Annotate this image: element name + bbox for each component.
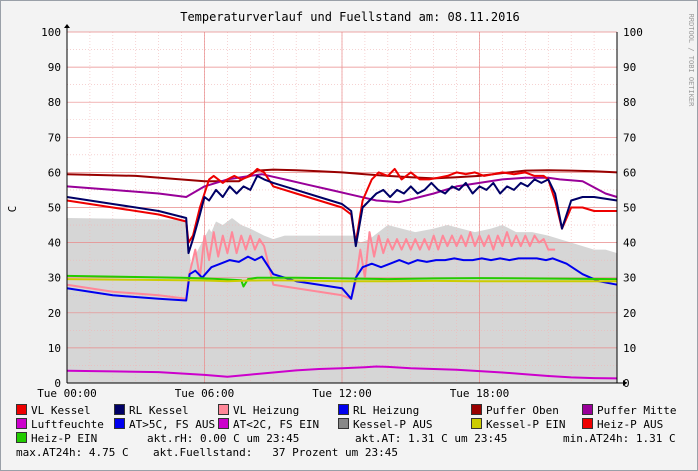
legend-item-puffer-mitte: Puffer Mitte <box>582 404 676 418</box>
x-tick-label: Tue 06:00 <box>175 387 235 400</box>
legend-label: Puffer Oben <box>486 404 559 417</box>
y-tick-label-left: 90 <box>48 61 61 74</box>
y-tick-label-right: 0 <box>623 377 630 390</box>
y-tick-label-left: 60 <box>48 166 61 179</box>
series-kessel-p-ein <box>66 278 617 283</box>
y-tick-label-right: 50 <box>623 202 636 215</box>
legend-swatch <box>338 418 349 429</box>
status-max-at: max.AT24h: 4.75 C <box>16 446 129 459</box>
legend-item-rl-heizung: RL Heizung <box>338 404 419 418</box>
y-tick-label-right: 60 <box>623 166 636 179</box>
series-luftfeuchte <box>66 365 618 380</box>
y-tick-label-right: 10 <box>623 342 636 355</box>
legend-swatch <box>471 404 482 415</box>
legend-label: AT<2C, FS EIN <box>233 418 320 431</box>
legend-item-at-2c-fs-ein: AT<2C, FS EIN <box>218 418 319 432</box>
legend-swatch <box>16 432 27 443</box>
y-tick-label-left: 100 <box>41 26 61 39</box>
legend-swatch <box>582 418 593 429</box>
legend-item-vl-kessel: VL Kessel <box>16 404 91 418</box>
legend-swatch <box>16 418 27 429</box>
x-tick-label: Tue 18:00 <box>450 387 510 400</box>
y-tick-label-right: 40 <box>623 237 636 250</box>
y-axis-label: C <box>6 206 19 213</box>
legend-item-heizp-ein: Heiz-P EIN <box>16 432 97 446</box>
y-tick-label-right: 20 <box>623 307 636 320</box>
legend-item-luftfeuchte: Luftfeuchte <box>16 418 104 432</box>
legend-label: AT>5C, FS AUS <box>129 418 216 431</box>
status-at: akt.AT: 1.31 C um 23:45 <box>355 432 508 445</box>
legend-swatch <box>114 418 125 429</box>
y-tick-label-right: 70 <box>623 131 636 144</box>
chart-title: Temperaturverlauf und Fuellstand am: 08.… <box>180 10 520 24</box>
y-tick-label-left: 70 <box>48 131 61 144</box>
y-tick-label-right: 80 <box>623 96 636 109</box>
legend-swatch <box>218 404 229 415</box>
legend-swatch <box>582 404 593 415</box>
series-heiz-p-ein <box>66 274 618 288</box>
axis-layer: 0 0 10 10 20 20 30 30 40 40 50 50 60 60 70 70 80 80 90 90 10… <box>37 24 643 400</box>
y-tick-label-right: 100 <box>623 26 643 39</box>
legend-item-rl-kessel: RL Kessel <box>114 404 189 418</box>
y-tick-label-right: 90 <box>623 61 636 74</box>
legend-item-kessel-p-ein: Kessel-P EIN <box>471 418 565 432</box>
watermark: RRDTOOL / TOBI OETIKER <box>687 14 695 108</box>
y-tick-label-left: 0 <box>54 377 61 390</box>
y-tick-label-left: 10 <box>48 342 61 355</box>
legend-item-puffer-oben: Puffer Oben <box>471 404 559 418</box>
y-tick-label-left: 30 <box>48 272 61 285</box>
legend-label: VL Heizung <box>233 404 300 417</box>
legend-label: RL Heizung <box>353 404 420 417</box>
legend-label: Kessel-P EIN <box>486 418 566 431</box>
x-axis-arrow <box>623 380 627 386</box>
legend-label: RL Kessel <box>129 404 189 417</box>
series-puffer-mitte <box>66 173 618 204</box>
legend-swatch <box>16 404 27 415</box>
series-rl-heizung <box>66 255 618 302</box>
legend-swatch <box>114 404 125 415</box>
legend-label: VL Kessel <box>31 404 91 417</box>
legend-label: Luftfeuchte <box>31 418 104 431</box>
y-tick-label-right: 30 <box>623 272 636 285</box>
series-layer <box>66 167 618 380</box>
legend-item-heiz-p-aus: Heiz-P AUS <box>582 418 663 432</box>
y-tick-label-left: 50 <box>48 202 61 215</box>
legend-label: Puffer Mitte <box>597 404 677 417</box>
legend-item-kessel-p-aus: Kessel-P AUS <box>338 418 432 432</box>
legend-swatch <box>218 418 229 429</box>
status-rh: akt.rH: 0.00 C um 23:45 <box>147 432 300 445</box>
series-vl-kessel <box>66 167 617 244</box>
status-min-at: min.AT24h: 1.31 C <box>563 432 676 445</box>
y-tick-label-left: 80 <box>48 96 61 109</box>
legend-swatch <box>471 418 482 429</box>
legend-label: Heiz-P AUS <box>597 418 664 431</box>
legend-label: Kessel-P AUS <box>353 418 433 431</box>
series-vl-heizung <box>66 231 556 300</box>
legend-item-vl-heizung: VL Heizung <box>218 404 299 418</box>
x-tick-label: Tue 00:00 <box>37 387 97 400</box>
x-tick-label: Tue 12:00 <box>312 387 372 400</box>
legend-label: Heiz-P EIN <box>31 432 98 445</box>
legend-swatch <box>338 404 349 415</box>
y-axis-arrow <box>64 24 70 28</box>
y-tick-label-left: 40 <box>48 237 61 250</box>
status-fuellstand: akt.Fuellstand: 37 Prozent um 23:45 <box>153 446 399 459</box>
legend-item-at-5c-fs-aus: AT>5C, FS AUS <box>114 418 215 432</box>
series-rl-kessel <box>66 174 618 255</box>
y-tick-label-left: 20 <box>48 307 61 320</box>
